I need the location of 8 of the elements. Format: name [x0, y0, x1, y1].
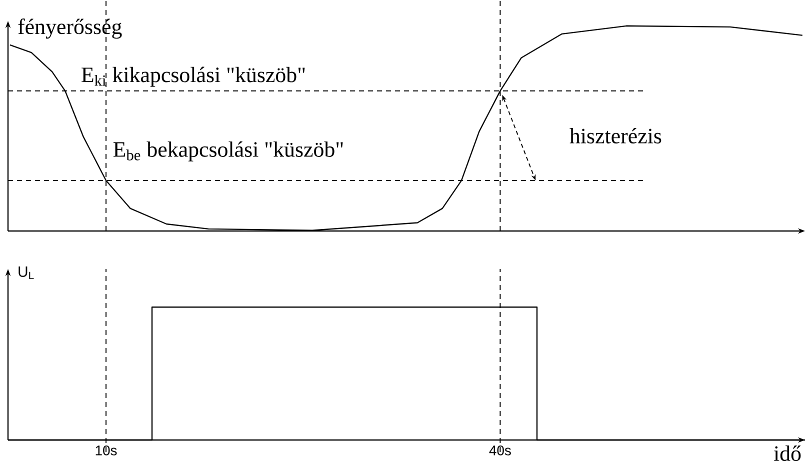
x-tick-label: 10s: [96, 445, 117, 456]
ref-line-label: E$_{be}$ bekapcsolási "küszöb": [113, 141, 343, 162]
x-tick-label: 40s: [489, 445, 511, 456]
y-axis-title: fényerősség: [18, 18, 122, 39]
y-axis-title: U$_{L}$: [18, 266, 34, 280]
annotation: hiszterézis: [570, 128, 662, 144]
x-axis-title: idő: [774, 445, 801, 461]
ref-line-label: E$_{ki}$ kikapcsolási "küszöb": [82, 66, 305, 87]
